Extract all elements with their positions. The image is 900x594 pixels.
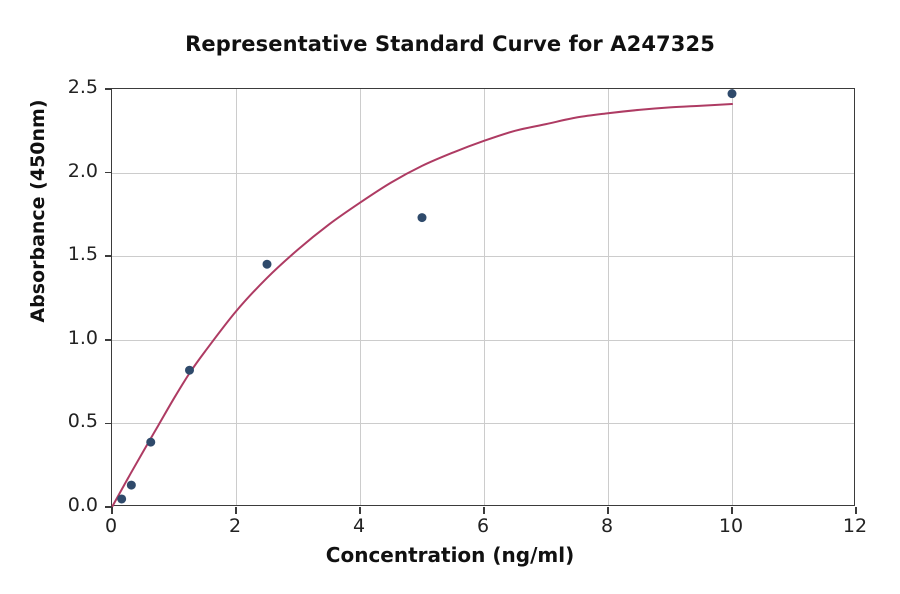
chart-title: Representative Standard Curve for A24732…	[185, 32, 715, 56]
gridline-vertical	[236, 89, 237, 505]
y-tick-mark	[105, 255, 112, 257]
y-tick-label: 1.5	[67, 243, 98, 266]
gridline-horizontal	[112, 339, 854, 341]
gridline-horizontal	[112, 423, 854, 425]
data-point	[727, 89, 737, 99]
x-tick-label: 12	[842, 515, 868, 537]
gridline-vertical	[360, 89, 361, 505]
x-tick-mark	[607, 507, 609, 514]
x-tick-label: 2	[228, 515, 242, 537]
y-tick-label: 0.0	[67, 494, 98, 516]
x-tick-mark	[111, 507, 113, 514]
y-tick-mark	[105, 506, 112, 508]
x-tick-label: 0	[104, 515, 118, 537]
gridline-vertical	[732, 89, 733, 505]
x-tick-mark	[855, 507, 857, 514]
x-tick-mark	[235, 507, 237, 514]
fitted-curve-path	[111, 103, 733, 508]
y-tick-mark	[105, 339, 112, 341]
y-tick-mark	[105, 422, 112, 425]
data-point	[146, 437, 156, 447]
data-point	[126, 480, 136, 490]
gridline-horizontal	[112, 172, 854, 174]
y-tick-label: 2.0	[67, 159, 98, 182]
data-point	[117, 494, 127, 504]
x-tick-mark	[359, 507, 361, 514]
y-tick-label: 1.0	[67, 326, 98, 349]
data-points-layer	[117, 89, 737, 504]
data-point	[185, 365, 194, 375]
y-tick-mark	[105, 88, 112, 90]
x-tick-mark	[731, 507, 733, 514]
gridline-horizontal	[112, 256, 854, 258]
plot-area	[105, 88, 857, 514]
gridline-vertical	[608, 89, 609, 505]
x-tick-label: 10	[718, 515, 744, 537]
fitted-curve-layer	[111, 103, 733, 508]
y-tick-label: 0.5	[67, 410, 98, 433]
y-tick-mark	[105, 171, 112, 174]
x-axis-title: Concentration (ng/ml)	[325, 543, 575, 567]
y-axis-title: Absorbance (450nm)	[27, 99, 49, 323]
data-point	[262, 259, 272, 269]
gridline-vertical	[484, 89, 485, 505]
y-tick-label: 2.5	[67, 76, 98, 98]
x-tick-label: 8	[600, 515, 614, 537]
x-tick-mark	[483, 507, 485, 514]
x-tick-label: 6	[476, 515, 490, 537]
x-tick-label: 4	[352, 515, 366, 537]
data-point	[417, 213, 427, 223]
